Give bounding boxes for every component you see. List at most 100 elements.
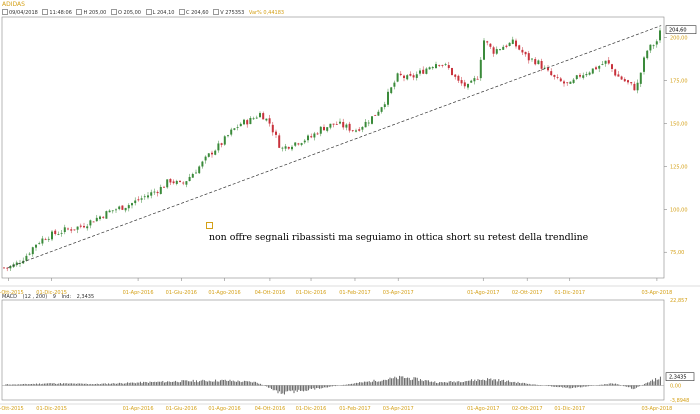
candle-body: [428, 67, 431, 70]
candle-body: [390, 87, 393, 94]
candle-body: [131, 203, 133, 206]
candle-body: [591, 68, 594, 74]
x-tick-label: 01-Ago-2017: [467, 290, 499, 296]
macd-x-tick-label: 01-Dic-2017: [554, 406, 585, 412]
candle-body: [236, 127, 239, 128]
candle-body: [339, 121, 341, 124]
candle-body: [566, 82, 569, 84]
candle-body: [473, 78, 476, 82]
y-tick-label: 100,00: [670, 207, 688, 213]
candle-body: [86, 226, 89, 229]
candle-body: [387, 91, 389, 105]
candle-body: [44, 239, 47, 241]
candle-body: [159, 186, 162, 194]
candle-body: [547, 67, 549, 71]
candle-body: [118, 206, 121, 210]
y-tick-label: 175,00: [670, 79, 688, 85]
candle-body: [476, 78, 479, 80]
candle-body: [483, 40, 485, 60]
candle-body: [54, 230, 57, 235]
candle-body: [300, 143, 303, 145]
candle-body: [633, 83, 636, 91]
candle-body: [329, 123, 332, 128]
candle-body: [486, 41, 489, 43]
annotation-text: non offre segnali ribassisti ma seguiamo…: [209, 232, 589, 243]
candle-body: [393, 82, 396, 87]
candle-body: [380, 107, 383, 112]
macd-ind-label: Ind:: [61, 294, 72, 300]
candle-body: [441, 64, 444, 66]
candle-body: [153, 191, 156, 193]
candle-body: [281, 147, 284, 149]
candle-body: [255, 117, 258, 119]
readout-high: H 205,00: [83, 10, 107, 16]
candle-body: [99, 216, 101, 220]
candle-body: [348, 123, 351, 131]
candle-body: [412, 75, 415, 78]
candle-body: [150, 192, 153, 196]
macd-x-tick-label: 01-Ago-2016: [208, 406, 240, 412]
macd-header: MACD (12 , 200) 9 Ind: 2,3435: [2, 294, 98, 300]
candle-body: [374, 114, 377, 116]
candle-body: [572, 79, 575, 83]
candle-body: [630, 82, 633, 84]
macd-params: (12 , 200): [22, 294, 48, 300]
candle-body: [73, 229, 76, 231]
candle-body: [230, 129, 233, 135]
candle-body: [191, 174, 194, 178]
readout-date: 09/04/2018: [9, 10, 38, 16]
candle-body: [214, 150, 217, 155]
candle-body: [342, 121, 345, 128]
candle-body: [553, 74, 556, 77]
candle-body: [166, 179, 169, 188]
candle-body: [156, 191, 159, 194]
candle-body: [287, 146, 290, 149]
candle-body: [303, 140, 306, 143]
macd-y-tick-label: 22,857: [670, 298, 688, 304]
x-tick-label: 01-Dic-2015: [36, 290, 67, 296]
candle-body: [211, 152, 213, 155]
readout-low: L 204,10: [152, 10, 175, 16]
candle-body: [460, 80, 463, 84]
macd-x-tick-label: 01-Feb-2017: [339, 406, 371, 412]
candle-body: [611, 64, 613, 69]
candle-body: [121, 205, 124, 210]
candle-body: [588, 72, 591, 75]
candle-body: [163, 186, 165, 188]
ohlc-readout: 09/04/2018 11:48:06 H 205,00 O 205,00 L …: [2, 9, 287, 16]
candle-body: [102, 216, 105, 218]
candle-body: [204, 156, 207, 161]
macd-x-tick-label: 04-Ott-2016: [255, 406, 286, 412]
candle-body: [598, 66, 601, 69]
macd-x-tick-label: 03-Apr-2017: [383, 406, 414, 412]
last-price-label: 204,60: [669, 28, 687, 34]
candle-body: [518, 45, 521, 50]
candle-body: [550, 71, 553, 76]
candle-body: [659, 30, 661, 41]
candle-body: [275, 131, 277, 135]
candle-body: [246, 120, 249, 125]
candle-body: [511, 39, 514, 44]
candle-body: [371, 116, 373, 124]
candle-body: [172, 181, 175, 184]
macd-last-label: 2,3435: [669, 375, 687, 381]
candle-body: [265, 118, 268, 121]
candle-body: [127, 205, 130, 209]
candle-body: [326, 127, 329, 131]
candle-body: [495, 49, 498, 54]
y-tick-label: 125,00: [670, 164, 688, 170]
candle-body: [467, 83, 469, 88]
candle-body: [79, 225, 82, 227]
candle-body: [6, 267, 9, 269]
candle-body: [41, 238, 44, 244]
candle-body: [278, 135, 281, 148]
candle-body: [540, 60, 543, 69]
candle-body: [313, 133, 316, 138]
candle-body: [604, 60, 607, 64]
candle-body: [185, 181, 188, 185]
candle-body: [639, 72, 642, 84]
candle-body: [76, 226, 79, 230]
candle-body: [585, 74, 588, 76]
candle-body: [198, 166, 201, 174]
